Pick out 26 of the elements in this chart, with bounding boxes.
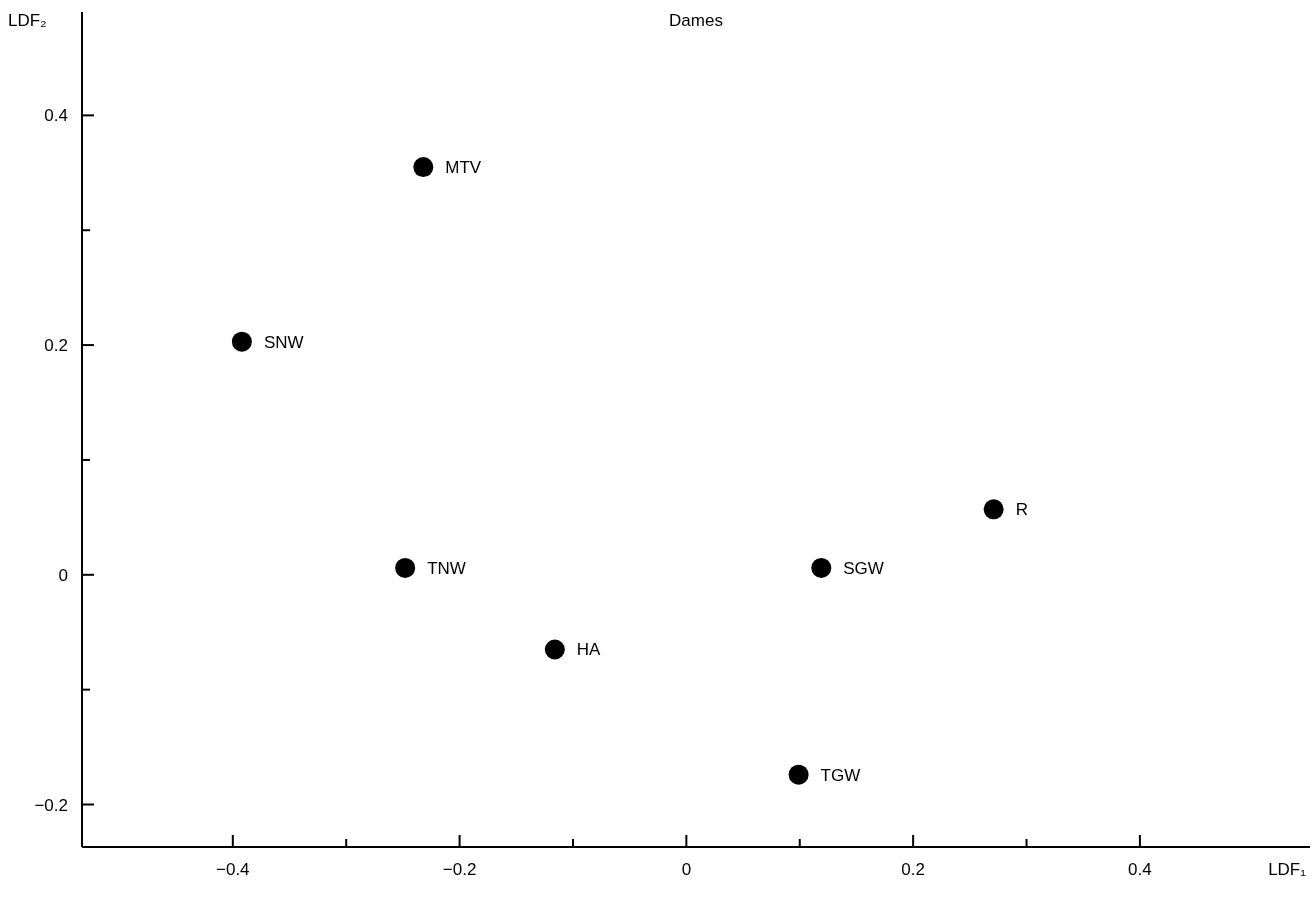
annotation: R <box>1015 500 1028 520</box>
y-tick-label: 0.4 <box>44 106 68 126</box>
x-tick-label: −0.4 <box>216 860 250 879</box>
annotation: MTV <box>445 158 482 178</box>
x-tick-label: −0.2 <box>442 860 477 879</box>
y-tick-label: −0.2 <box>34 795 68 815</box>
annotation: SNW <box>263 332 304 352</box>
y-axis-title: LDF₂ <box>8 11 47 30</box>
annotation: TGW <box>820 765 861 785</box>
chart-title: Dames <box>669 11 723 30</box>
point <box>413 157 434 178</box>
annotation: HA <box>576 640 602 660</box>
annotation: SGW <box>843 558 884 578</box>
x-tick-label: 0 <box>681 860 692 879</box>
x-axis-title: LDF₁ <box>1268 860 1307 879</box>
point <box>811 557 832 578</box>
point <box>231 331 252 352</box>
x-tick-label: 0.4 <box>1128 860 1152 879</box>
point <box>395 557 416 578</box>
annotation: TNW <box>427 558 466 578</box>
y-tick-label: 0.2 <box>44 336 68 356</box>
point <box>788 764 809 785</box>
y-tick-label: 0 <box>58 565 68 585</box>
point <box>983 499 1004 520</box>
point <box>544 639 565 660</box>
x-tick-label: 0.2 <box>901 860 925 879</box>
